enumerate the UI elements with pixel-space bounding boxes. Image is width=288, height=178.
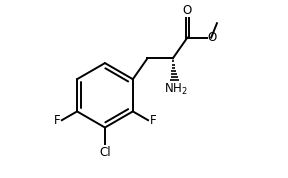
Text: NH$_2$: NH$_2$ [164,82,187,97]
Text: O: O [183,4,192,17]
Text: F: F [150,114,156,127]
Text: Cl: Cl [99,146,111,159]
Text: O: O [207,31,217,44]
Text: F: F [54,114,60,127]
